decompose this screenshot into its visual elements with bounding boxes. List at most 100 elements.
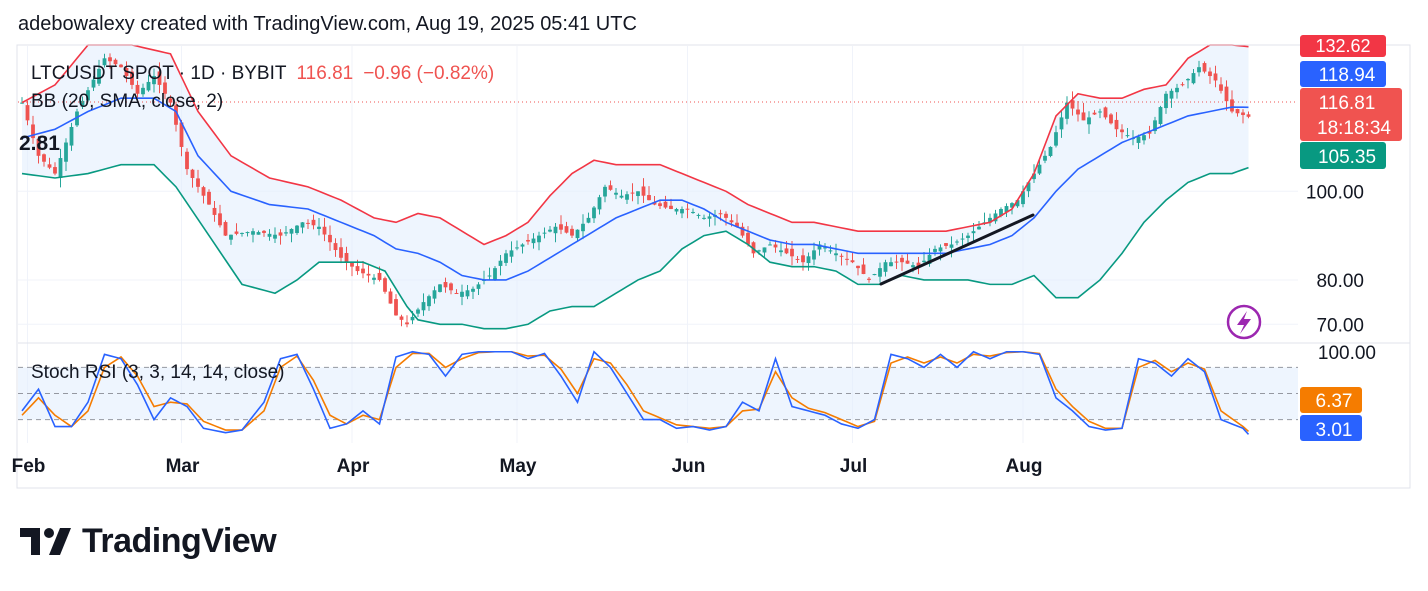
tradingview-logo[interactable]: TradingView: [20, 522, 277, 561]
candle-body: [1230, 99, 1234, 112]
candle-body: [685, 208, 690, 210]
candle-body: [784, 248, 789, 254]
candle-body: [542, 232, 547, 234]
candle-body: [1120, 129, 1124, 133]
candle-body: [916, 262, 921, 267]
price-axis-label: 80.00: [1316, 271, 1364, 292]
last-price-badge-text: 116.81: [1319, 93, 1376, 114]
candle-body: [1065, 102, 1069, 119]
candle-body: [146, 81, 151, 91]
candle-body: [80, 100, 85, 107]
candle-body: [603, 186, 607, 197]
candle-body: [31, 124, 35, 139]
candle-body: [537, 235, 541, 243]
candle-body: [1164, 93, 1168, 109]
candle-body: [218, 213, 222, 226]
lightning-icon[interactable]: [1226, 304, 1262, 340]
candle-body: [845, 258, 849, 260]
candle-body: [410, 316, 415, 321]
candle-body: [355, 266, 360, 272]
candle-body: [1158, 107, 1163, 125]
candle-body: [317, 226, 321, 229]
price-axis-label: 70.00: [1316, 315, 1364, 336]
candle-body: [927, 254, 932, 264]
candle-body: [344, 252, 349, 263]
candle-body: [174, 105, 178, 125]
candle-body: [1010, 203, 1014, 208]
candle-body: [416, 309, 420, 314]
candle-body: [856, 265, 860, 269]
candle-body: [1180, 84, 1185, 86]
candle-body: [735, 222, 739, 227]
candle-body: [944, 243, 948, 246]
candle-body: [476, 284, 481, 289]
time-axis-label: Jun: [672, 456, 706, 477]
candle-body: [977, 226, 981, 230]
candle-body: [592, 207, 596, 219]
candle-body: [91, 79, 96, 88]
candle-body: [262, 230, 266, 233]
candle-body: [1142, 135, 1146, 141]
candle-body: [839, 255, 844, 257]
candle-body: [790, 248, 794, 257]
candle-body: [25, 105, 30, 121]
candle-body: [619, 195, 624, 198]
candle-body: [526, 239, 530, 242]
candle-body: [251, 231, 255, 235]
candle-body: [421, 302, 426, 311]
candle-body: [333, 243, 338, 251]
legend-bb[interactable]: BB (20, SMA, close, 2): [31, 91, 223, 112]
candle-body: [1197, 67, 1201, 73]
candle-body: [828, 250, 833, 252]
candle-body: [647, 195, 651, 201]
candle-body: [449, 283, 453, 291]
legend-last-price: 116.81: [297, 63, 354, 84]
candle-body: [207, 191, 211, 205]
candle-body: [691, 211, 695, 214]
candle-body: [1208, 71, 1212, 77]
candle-body: [190, 169, 195, 178]
legend-stoch-rsi[interactable]: Stoch RSI (3, 3, 14, 14, close): [31, 362, 284, 383]
candle-body: [273, 234, 277, 239]
candle-body: [234, 231, 239, 234]
trendline-drawing[interactable]: [879, 213, 1035, 286]
candle-body: [20, 102, 24, 104]
countdown-badge-text: 18:18:34: [1317, 118, 1391, 139]
candle-body: [707, 216, 712, 219]
candle-body: [163, 82, 167, 94]
candle-body: [504, 253, 508, 263]
candle-body: [157, 71, 162, 85]
candle-body: [773, 244, 778, 248]
candle-body: [883, 262, 888, 272]
candle-body: [377, 272, 382, 280]
candle-body: [933, 248, 937, 252]
lower-band-line: [21, 163, 1249, 330]
candle-body: [1224, 86, 1229, 102]
candle-body: [850, 260, 855, 263]
candle-body: [460, 291, 464, 297]
candle-body: [471, 288, 475, 292]
attribution-header: adebowalexy created with TradingView.com…: [18, 13, 637, 35]
candle-body: [751, 242, 756, 254]
candle-body: [570, 228, 574, 236]
candle-body: [636, 191, 640, 197]
candle-body: [1087, 117, 1091, 125]
candle-body: [872, 274, 877, 276]
candle-body: [559, 224, 563, 230]
legend-symbol[interactable]: LTCUSDT SPOT · 1D · BYBIT 116.81 −0.96 (−0…: [31, 63, 494, 84]
candle-body: [1037, 164, 1042, 174]
candle-body: [1054, 132, 1058, 146]
candle-body: [443, 282, 448, 288]
candle-body: [812, 250, 816, 260]
candle-body: [955, 241, 959, 243]
candle-body: [350, 262, 354, 267]
candle-body: [97, 68, 101, 84]
candle-body: [322, 226, 327, 235]
candle-body: [212, 207, 217, 215]
candle-body: [487, 275, 492, 277]
tradingview-logo-icon: [20, 527, 71, 555]
candle-body: [702, 217, 706, 219]
candle-body: [801, 255, 805, 263]
candle-body: [1048, 146, 1053, 156]
